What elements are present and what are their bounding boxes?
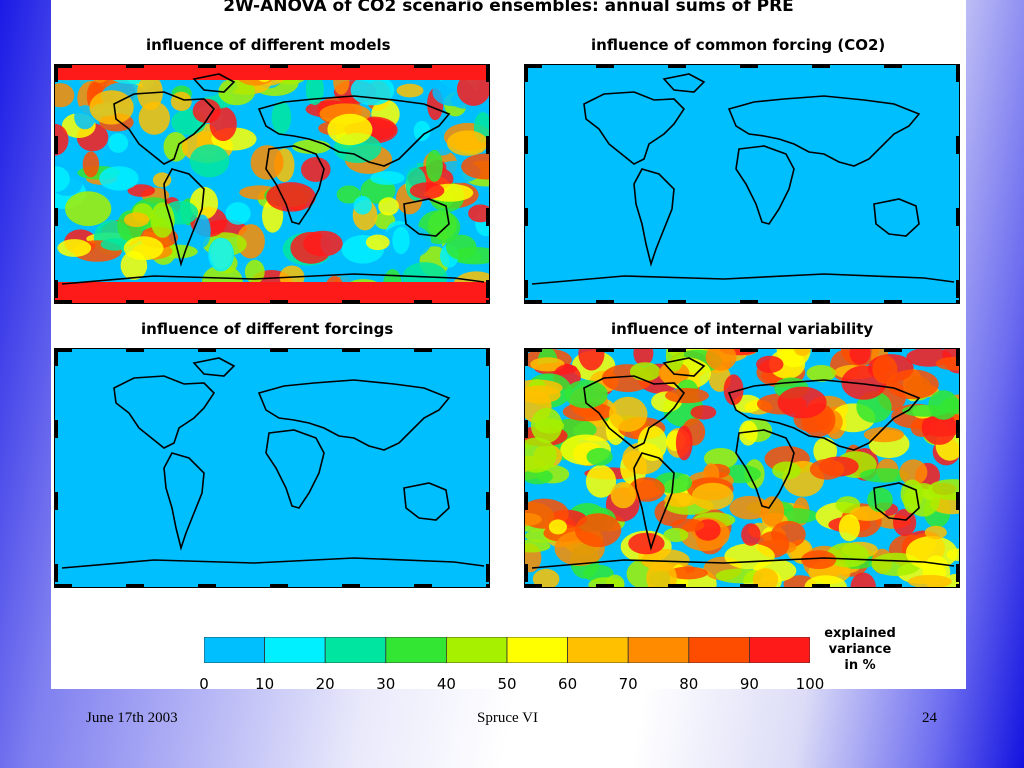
panel-title-forcings: influence of different forcings (141, 320, 394, 338)
color-scale-tick-label: 70 (618, 675, 638, 693)
color-scale-title: explained variance in % (815, 626, 905, 674)
color-scale-segment (203, 636, 265, 664)
anova-figure: 2W-ANOVA of CO2 scenario ensembles: annu… (51, 0, 966, 689)
color-scale-tick-label: 20 (315, 675, 335, 693)
color-scale-tick-label: 40 (436, 675, 456, 693)
footer-title: Spruce VI (477, 710, 538, 726)
panel-title-common-forcing: influence of common forcing (CO2) (591, 36, 886, 54)
color-scale-tick-label: 100 (795, 675, 825, 693)
footer-page-number: 24 (922, 710, 937, 726)
color-scale-tick-label: 30 (376, 675, 396, 693)
color-scale-segment (264, 636, 326, 664)
color-scale-tick-label: 0 (199, 675, 209, 693)
map-internal-variability (524, 348, 960, 588)
map-common-forcing (524, 64, 960, 304)
map-models (54, 64, 490, 304)
map-forcings (54, 348, 490, 588)
panel-title-models: influence of different models (146, 36, 391, 54)
legend-title-line-3: in % (844, 658, 876, 673)
color-scale-segment (385, 636, 447, 664)
color-scale-tick-label: 90 (739, 675, 759, 693)
color-scale-segment (445, 636, 508, 664)
color-scale-segment (506, 636, 568, 664)
color-scale-tick-label: 10 (255, 675, 275, 693)
panel-title-internal-variability: influence of internal variability (611, 320, 874, 338)
color-scale-segment (627, 636, 690, 664)
color-scale-segment (324, 636, 387, 664)
color-scale-tick-label: 60 (558, 675, 578, 693)
color-scale-segment (567, 636, 629, 664)
footer-date: June 17th 2003 (86, 710, 178, 726)
color-scale-bar (203, 636, 811, 664)
color-scale-segment (749, 636, 811, 664)
color-scale-tick-label: 50 (497, 675, 517, 693)
legend-title-line-2: variance (828, 642, 892, 657)
color-scale-segment (688, 636, 750, 664)
figure-title: 2W-ANOVA of CO2 scenario ensembles: annu… (223, 0, 794, 16)
legend-title-line-1: explained (824, 626, 896, 641)
color-scale-tick-label: 80 (679, 675, 699, 693)
